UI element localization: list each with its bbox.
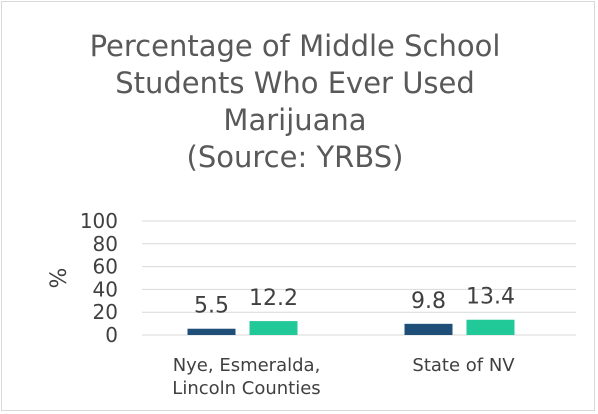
category-label: State of NV (412, 355, 515, 376)
category-label: Lincoln Counties (172, 378, 320, 399)
y-tick-label: 80 (93, 232, 118, 256)
data-label: 9.8 (411, 289, 446, 314)
y-tick-label: 100 (80, 209, 118, 233)
data-label: 5.5 (194, 294, 229, 319)
data-label: 12.2 (249, 286, 298, 311)
category-labels: Nye, Esmeralda,Lincoln Counties State of … (172, 355, 515, 399)
y-tick-label: 40 (93, 277, 118, 301)
bar (404, 323, 453, 335)
bars (187, 319, 515, 335)
data-labels: 5.5 12.2 9.8 13.4 (194, 285, 515, 319)
data-label: 13.4 (466, 285, 515, 310)
y-tick-label: 20 (93, 300, 118, 324)
bar (466, 319, 515, 335)
chart-title-line-3: Marijuana (223, 103, 367, 137)
y-axis-label: % (47, 268, 72, 289)
y-tick-label: 60 (93, 255, 118, 279)
chart-title-line-4: (Source: YRBS) (186, 140, 404, 174)
chart-title-line-2: Students Who Ever Used (115, 66, 475, 100)
chart-title: Percentage of Middle School Students Who… (40, 28, 550, 176)
y-tick-label: 0 (105, 323, 118, 347)
bar (249, 321, 298, 335)
chart-title-line-1: Percentage of Middle School (89, 29, 501, 63)
bar (187, 328, 236, 335)
category-label: Nye, Esmeralda, (173, 355, 321, 376)
